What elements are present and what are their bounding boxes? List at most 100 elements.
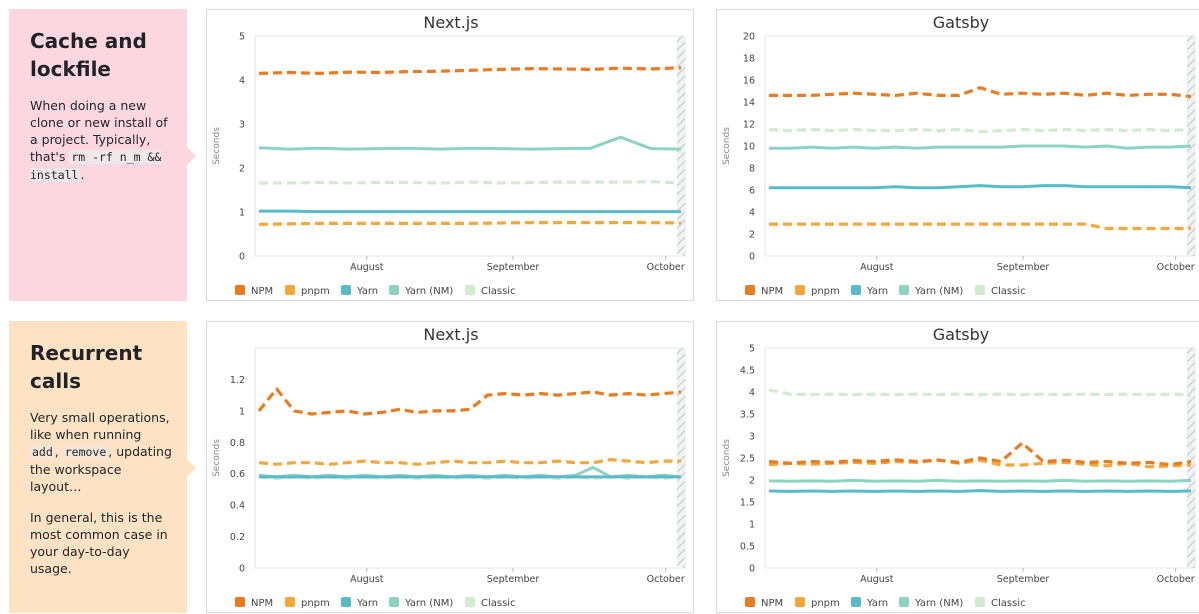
x-tick-label: August [350,574,384,585]
legend-label: Yarn (NM) [404,286,453,297]
series-line-pnpm [258,458,681,466]
series-line-yarn-nm [769,144,1192,150]
legend-swatch-icon [465,597,475,607]
legend-swatch-icon [795,597,805,607]
incomplete-period-band [1187,348,1195,568]
legend-item[interactable]: Classic [465,285,516,297]
series-line-npm [768,441,1192,467]
y-tick-label: 18 [743,54,755,65]
legend-item[interactable]: Yarn (NM) [899,597,963,609]
text-fragment: In general, this is the most common case… [30,510,168,576]
legend-label: pnpm [811,286,840,297]
chart-title: Gatsby [933,325,989,344]
text-fragment: . [80,167,85,182]
y-tick-label: 3 [749,432,755,443]
legend-swatch-icon [975,285,985,295]
pointer-arrow-icon [186,146,196,166]
series-line-yarn-nm [768,478,1192,483]
legend-label: pnpm [811,598,840,609]
series-line-classic [768,388,1192,397]
legend-item[interactable]: Yarn (NM) [389,597,453,609]
y-tick-label: 4 [749,388,755,399]
section-title: Recurrent calls [30,341,143,393]
legend-item[interactable]: pnpm [285,285,330,297]
y-tick-label: 12 [743,120,755,131]
y-tick-label: 0 [239,564,245,575]
legend-item[interactable]: NPM [235,597,273,609]
y-tick-label: 0 [749,564,755,575]
legend-item[interactable]: Yarn [341,285,378,297]
x-tick-label: August [350,262,384,273]
line-chart: Gatsby 0 0.5 1 1.5 2 2.5 3 3.5 4 4.5 5 Seconds August… [722,325,1196,609]
legend-label: NPM [761,598,783,609]
chart-panel-nextjs-recurrent: Next.js 0 0.2 0.4 0.6 0.8 1 1.2 Seconds August Sep… [206,321,694,613]
legend-item[interactable]: pnpm [285,597,330,609]
y-tick-label: 16 [743,76,755,87]
y-tick-label: 5 [239,32,245,43]
y-tick-label: 1 [239,406,245,417]
legend-item[interactable]: Yarn [341,597,378,609]
legend-item[interactable]: Classic [975,285,1026,297]
y-tick-label: 1.2 [230,375,245,386]
y-tick-label: 4 [239,76,245,87]
legend-item[interactable]: NPM [745,285,783,297]
chart-panel-gatsby-cache: Gatsby 0 2 4 6 8 10 12 14 16 18 20 Seconds August Sept… [716,9,1199,301]
y-axis-label: Seconds [722,127,732,165]
legend-label: Classic [991,598,1026,609]
text-fragment: , [54,444,63,459]
legend-label: Yarn [356,286,378,297]
chart-title: Next.js [423,325,478,344]
y-tick-label: 3.5 [740,410,755,421]
text-fragment: , updating the workspace layout… [30,444,172,494]
series-line-classic [259,180,682,185]
legend-swatch-icon [389,285,399,295]
inline-code: add [30,445,55,459]
x-tick-label: September [487,262,540,273]
legend-swatch-icon [235,285,245,295]
legend-item[interactable]: pnpm [795,597,840,609]
x-tick-label: October [1157,262,1195,273]
legend-swatch-icon [975,597,985,607]
text-fragment: When doing a new clone or new install of… [30,98,168,164]
chart-title: Next.js [423,13,478,32]
x-tick-label: September [997,262,1050,273]
y-tick-label: 1.5 [740,498,755,509]
series-line-npm [769,86,1192,99]
y-tick-label: 1 [749,520,755,531]
section-paragraph: When doing a new clone or new install of… [30,97,173,184]
section-cache-lockfile: Cache and lockfile When doing a new clon… [9,9,196,301]
y-tick-label: 2 [239,164,245,175]
legend-item[interactable]: NPM [235,285,273,297]
legend-swatch-icon [341,285,351,295]
y-tick-label: 0 [239,252,245,263]
legend-item[interactable]: Classic [465,597,516,609]
series-line-yarn-nm [258,135,682,151]
legend-swatch-icon [285,285,295,295]
legend-item[interactable]: Yarn (NM) [389,285,453,297]
legend-label: Classic [991,286,1026,297]
legend-item[interactable]: Yarn (NM) [899,285,963,297]
y-tick-label: 0.2 [230,532,245,543]
series-line-pnpm [258,221,682,226]
y-tick-label: 0.4 [230,501,245,512]
x-tick-label: October [647,262,685,273]
legend-item[interactable]: pnpm [795,285,840,297]
x-tick-label: August [860,262,894,273]
incomplete-period-band [677,348,685,568]
legend-item[interactable]: NPM [745,597,783,609]
legend-item[interactable]: Yarn [851,285,888,297]
line-chart: Gatsby 0 2 4 6 8 10 12 14 16 18 20 Seconds August Sept… [722,13,1196,297]
legend-label: Yarn (NM) [914,286,963,297]
legend-swatch-icon [851,597,861,607]
legend-swatch-icon [285,597,295,607]
y-tick-label: 0.8 [230,438,245,449]
y-tick-label: 10 [743,142,755,153]
series-line-pnpm [769,222,1191,231]
y-tick-label: 0.6 [230,469,245,480]
legend-label: Yarn [866,286,888,297]
legend-item[interactable]: Classic [975,597,1026,609]
plot-frame [254,347,686,569]
section-paragraph: Very small operations, like when running… [30,409,173,495]
legend-item[interactable]: Yarn [851,597,888,609]
y-tick-label: 2.5 [740,454,755,465]
